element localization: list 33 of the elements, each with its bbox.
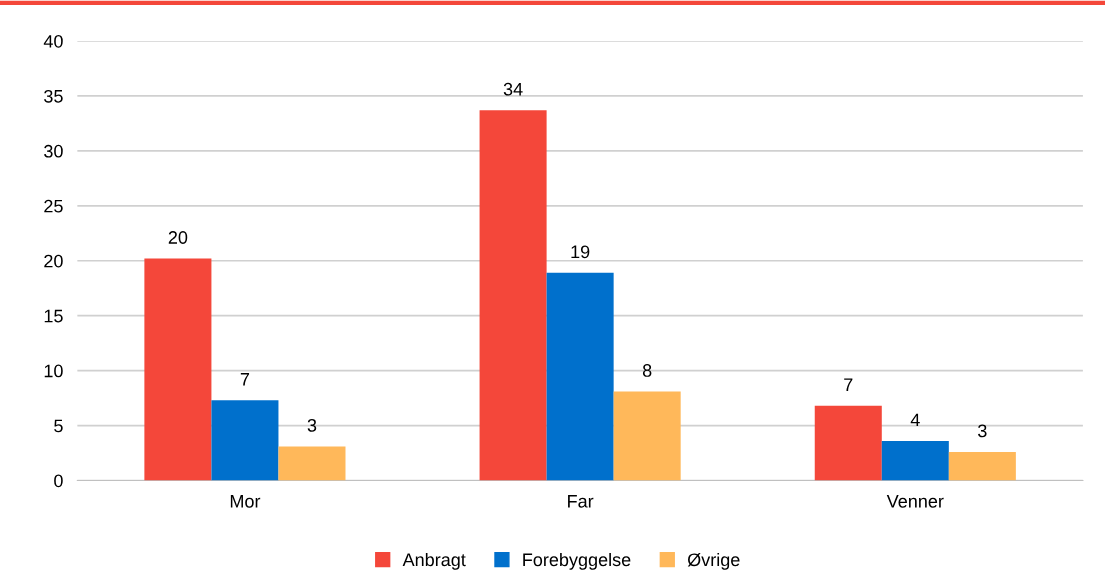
- data-label: 7: [844, 378, 853, 391]
- x-tick-label: Venner: [886, 495, 944, 508]
- legend-label: Øvrige: [687, 552, 740, 570]
- x-tick-label: Mor: [230, 495, 261, 508]
- data-label: 34: [503, 82, 523, 96]
- data-label: 20: [168, 231, 188, 244]
- bar: [144, 258, 212, 481]
- y-tick-label: 5: [54, 419, 63, 433]
- bar: [479, 110, 547, 481]
- y-tick-label: 0: [54, 474, 63, 488]
- bar: [881, 440, 949, 481]
- bar: [546, 272, 614, 481]
- y-tick-label: 20: [44, 254, 63, 268]
- y-tick-label: 15: [44, 309, 63, 323]
- y-tick-label: 40: [43, 34, 63, 48]
- data-label: 3: [978, 424, 987, 438]
- bar: [613, 391, 681, 481]
- bar: [948, 451, 1016, 481]
- y-tick-label: 10: [44, 364, 63, 378]
- bar: [278, 446, 346, 481]
- legend-label: Forebyggelse: [523, 552, 631, 570]
- bar: [814, 405, 882, 481]
- y-tick-label: 25: [44, 199, 63, 213]
- bar: [211, 400, 279, 481]
- y-tick-label: 35: [44, 89, 63, 103]
- x-tick-label: Far: [568, 495, 594, 508]
- legend-label: Anbragt: [402, 552, 466, 570]
- data-label: 8: [642, 364, 652, 377]
- data-label: 19: [571, 245, 590, 259]
- y-tick-label: 30: [44, 144, 63, 158]
- data-label: 7: [240, 373, 250, 386]
- data-label: 3: [307, 418, 317, 432]
- data-label: 4: [910, 413, 920, 427]
